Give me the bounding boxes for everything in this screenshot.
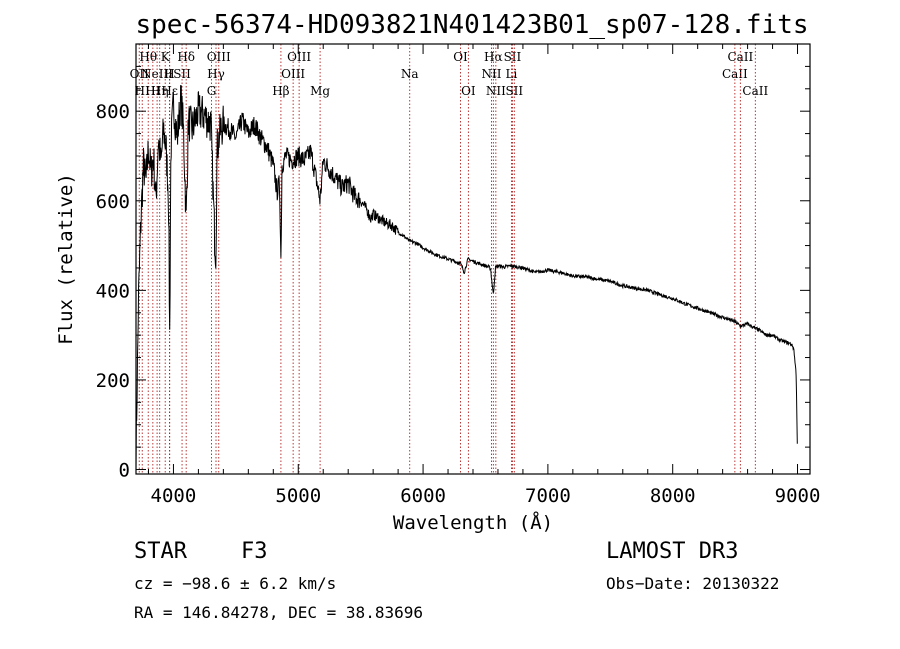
line-label: SII <box>173 67 191 81</box>
x-tick-label: 6000 <box>400 485 446 507</box>
y-tick-label: 200 <box>96 370 130 392</box>
observation-date: Obs−Date: 20130322 <box>606 574 780 593</box>
line-label: SII <box>505 84 523 98</box>
line-label: OIII <box>207 50 231 64</box>
x-axis-label: Wavelength (Å) <box>393 511 553 534</box>
y-tick-label: 0 <box>119 460 130 482</box>
line-label: Hα <box>484 50 503 64</box>
line-label: CaII <box>722 67 748 81</box>
flux-curve <box>135 85 798 470</box>
line-label: H <box>164 67 174 81</box>
y-tick-label: 800 <box>96 101 130 123</box>
line-label: CaII <box>742 84 768 98</box>
axis-ticks: 4000 5000 6000 7000 8000 9000 0 200 400 600 800 <box>96 44 821 507</box>
line-label: Hδ <box>177 50 195 64</box>
x-tick-label: 8000 <box>650 485 696 507</box>
coordinates: RA = 146.84278, DEC = 38.83696 <box>134 603 423 622</box>
line-label: Hη <box>151 84 169 98</box>
line-label: OI <box>461 84 476 98</box>
line-label: CaII <box>727 50 753 64</box>
line-label: HI <box>135 84 150 98</box>
y-axis-label: Flux (relative) <box>55 173 77 345</box>
line-label: SII <box>504 50 522 64</box>
line-label: OIII <box>287 50 311 64</box>
redshift-velocity: cz = −98.6 ± 6.2 km/s <box>134 574 337 593</box>
line-label: G <box>207 84 217 98</box>
line-label: Hε <box>161 84 178 98</box>
line-label: Li <box>506 67 518 81</box>
line-label: Hβ <box>272 84 289 98</box>
line-label: OII <box>130 67 150 81</box>
flux-line <box>135 85 798 470</box>
y-tick-label: 400 <box>96 280 130 302</box>
x-tick-label: 5000 <box>275 485 321 507</box>
line-label: OIII <box>281 67 305 81</box>
x-tick-label: 7000 <box>525 485 571 507</box>
line-label: Hθ <box>139 50 157 64</box>
line-label: NII <box>486 84 506 98</box>
object-class: STAR <box>134 539 187 564</box>
survey-name: LAMOST DR3 <box>606 539 739 564</box>
plot-frame <box>135 43 811 475</box>
spectral-line-markers: OIIHIHθHINeIIIHηKHHεSIIHδGHγOIIIHβOIIIOI… <box>130 44 768 474</box>
x-tick-label: 9000 <box>775 485 821 507</box>
line-label: NeIII <box>141 67 173 81</box>
x-tick-label: 4000 <box>151 485 197 507</box>
line-label: Hγ <box>207 67 225 81</box>
line-label: OI <box>453 50 468 64</box>
line-label: Na <box>401 67 419 81</box>
y-tick-label: 600 <box>96 191 130 213</box>
line-label: Mg <box>310 84 330 98</box>
chart-title: spec-56374-HD093821N401423B01_sp07-128.f… <box>135 10 808 40</box>
line-label: NII <box>481 67 501 81</box>
line-label: K <box>161 50 171 64</box>
object-subclass: F3 <box>241 539 268 564</box>
